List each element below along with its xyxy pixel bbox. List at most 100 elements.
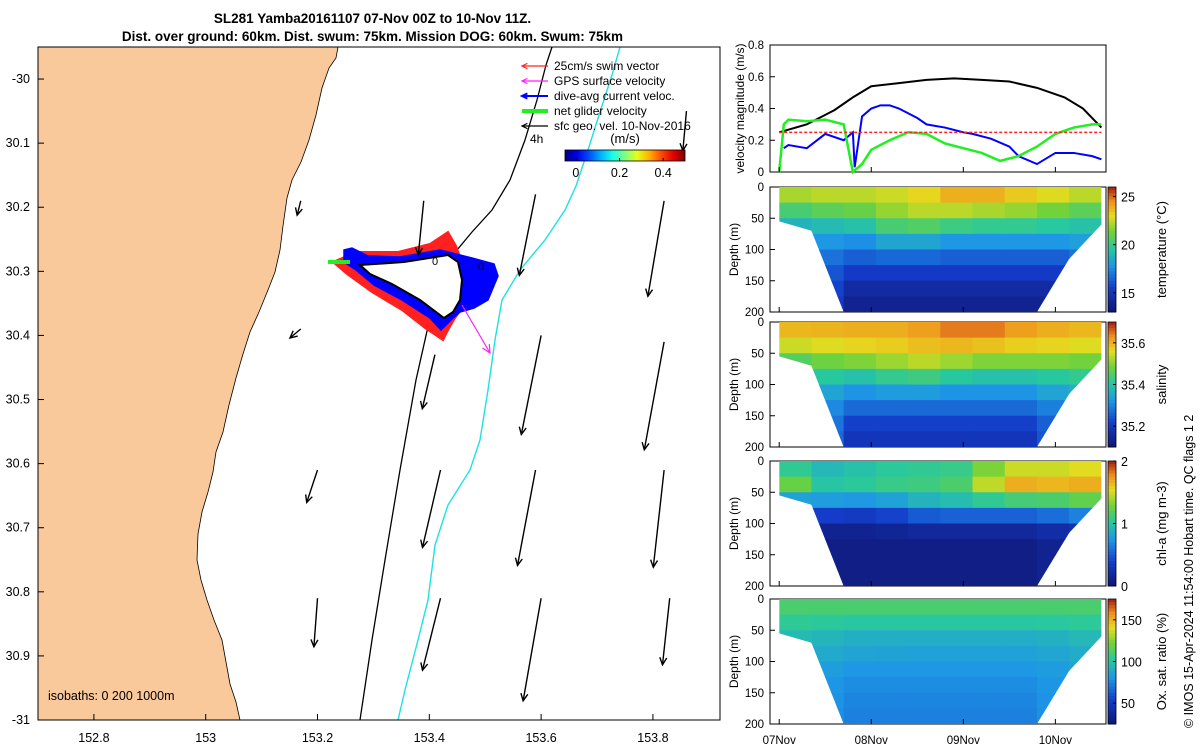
temperature-cell [908,280,941,297]
credit-text: © IMOS 15-Apr-2024 11:54:00 Hobart time.… [1182,414,1196,728]
oxygen-colorbar-step [1108,599,1116,603]
oxygen-cell [1069,599,1102,616]
oxygen-colorbar-tick-label: 150 [1121,614,1142,628]
temperature-colorbar-step [1108,249,1116,254]
chla-cell [1069,461,1102,478]
chla-colorbar-step [1108,511,1116,515]
chla-cell [1036,507,1070,525]
temperature-cell [940,233,974,251]
temperature-cell [972,280,1006,297]
geo-velocity-arrow-14-head [310,639,319,649]
legend-swatch-1 [520,77,548,85]
temperature-colorbar-label: temperature (°C) [1154,201,1169,298]
map-y-tick-label: 30.5 [6,393,30,407]
legend-label: net glider velocity [554,104,647,118]
temperature-cell [1069,202,1102,219]
temperature-cell [843,249,877,266]
chla-colorbar-step [1108,539,1116,543]
oxygen-colorbar-step [1108,680,1116,684]
time-x-tick-label: 09Nov [947,735,980,747]
legend-swatch-2-head [519,92,528,100]
legend-label: GPS surface velocity [554,74,665,88]
oxygen-y-tick-label: 200 [745,719,764,731]
oxygen-cell [972,645,1006,663]
temperature-colorbar-step [1108,258,1116,263]
temperature-colorbar-step [1108,252,1116,257]
chla-colorbar-step [1108,492,1116,496]
oxygen-cell [811,599,845,616]
oxygen-colorbar-step [1108,620,1116,625]
oxygen-cell [908,661,941,678]
salinity-colorbar-step [1108,428,1116,432]
oxygen-colorbar-step [1108,639,1116,644]
legend-label: sfc geo. vel. 10-Nov-2016 [554,119,691,133]
salinity-cell [1004,353,1038,370]
chla-cell [1004,492,1038,509]
temperature-cell [972,202,1006,219]
velocity-series-current [783,104,1102,168]
salinity-cell [972,353,1006,370]
salinity-cell [908,337,941,354]
salinity-colorbar-step [1108,440,1116,445]
salinity-colorbar-step [1108,431,1116,435]
salinity-colorbar-step [1108,372,1116,376]
temperature-colorbar-step [1108,305,1116,310]
oxygen-cell [940,630,974,647]
oxygen-colorbar-step [1108,692,1116,697]
salinity-cell [1004,368,1038,386]
oxygen-colorbar-step [1108,649,1116,653]
chla-y-label: Depth (m) [727,497,741,550]
oxygen-colorbar-tick-label: 50 [1121,697,1135,711]
salinity-cell [972,337,1006,354]
chla-colorbar-step [1108,501,1116,506]
chla-cell [972,539,1006,556]
chla-cell [875,539,909,556]
oxygen-cell [1036,661,1070,678]
chla-cell [908,507,941,525]
oxygen-y-tick-label: 0 [758,594,764,606]
salinity-colorbar-step [1108,331,1116,335]
temperature-cell [1004,296,1038,312]
oxygen-cell [972,599,1006,616]
temperature-colorbar-step [1108,277,1116,282]
map-colorbar [564,149,686,162]
oxygen-cell [843,614,877,631]
geo-velocity-arrow-13 [649,469,665,569]
geo-velocity-arrow-7-shaft [520,335,542,435]
title-line-2: Dist. over ground: 60km. Dist. swum: 75k… [121,29,624,44]
oxygen-cell [779,599,813,616]
oxygen-cell [1036,630,1070,647]
oxygen-colorbar-step [1108,711,1116,716]
salinity-cell [972,400,1006,417]
temperature-cell [1036,249,1070,266]
oxygen-colorbar-step [1108,602,1116,606]
oxygen-cell [875,630,909,647]
salinity-cell [940,415,974,432]
salinity-colorbar-step [1108,381,1116,385]
track-label-1: 0 [432,256,438,268]
chla-cell [843,523,877,540]
geo-velocity-arrow-11 [420,469,442,549]
gps-surface-velocity-arrow [461,304,491,355]
temperature-cell [1069,187,1102,204]
geo-velocity-arrow-8-head [641,441,650,452]
temperature-cell [908,265,941,282]
temperature-colorbar-step [1108,274,1116,279]
time-x-tick-label: 08Nov [855,735,888,747]
oxygen-cell [940,692,974,709]
map-y-tick-label: 30.8 [6,585,30,599]
chla-cell [843,476,877,493]
temperature-cell [908,202,941,219]
oxygen-colorbar-step [1108,608,1116,612]
temperature-cell [908,233,941,251]
chla-cell [940,554,974,571]
salinity-colorbar-step [1108,350,1116,354]
salinity-cell [940,368,974,386]
map-x-tick-label: 153.6 [525,731,556,745]
oxygen-cell [1036,614,1070,631]
temperature-cell [875,218,909,235]
oxygen-cell [811,630,845,647]
chla-cell [1004,554,1038,571]
geo-velocity-arrow-12 [514,469,537,568]
map-y-tick-label: 30.1 [6,136,30,150]
